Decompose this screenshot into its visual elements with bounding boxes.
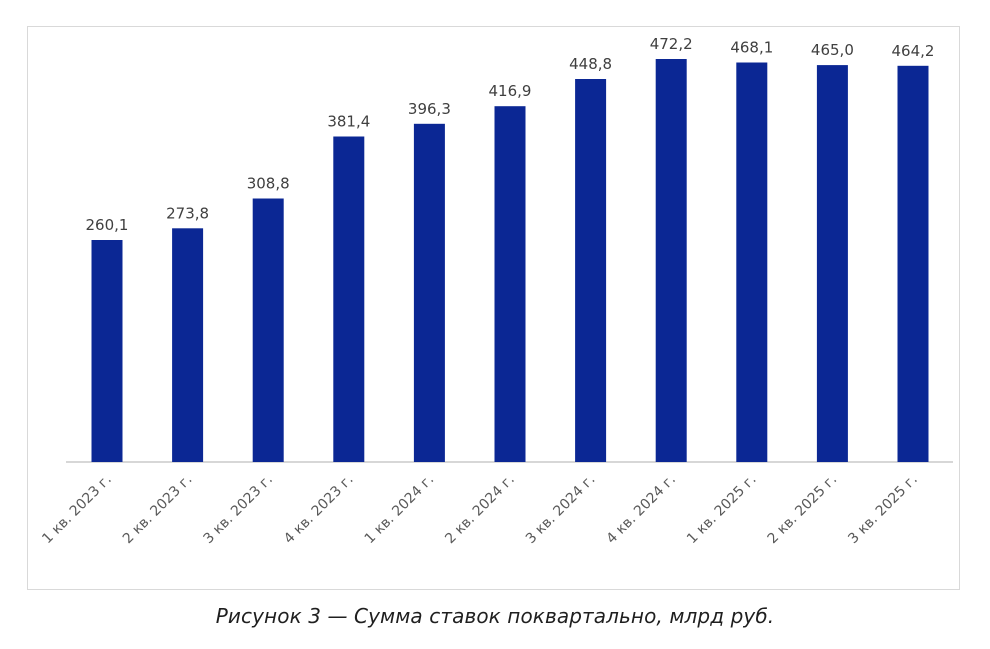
tick-labels-group: 1 кв. 2023 г. 2 кв. 2023 г. 3 кв. 2023 г. 4…: [39, 472, 921, 548]
x-tick-label: 2 кв. 2023 г.: [120, 472, 196, 548]
x-tick-label: 3 кв. 2024 г.: [523, 472, 599, 548]
x-tick-label: 3 кв. 2025 г.: [845, 472, 921, 548]
figure-caption: Рисунок 3 — Сумма ставок поквартально, м…: [215, 604, 775, 628]
bar: [91, 240, 123, 462]
bar: [252, 198, 284, 462]
bar: [736, 62, 768, 462]
bar: [333, 136, 365, 462]
bar-value-label: 472,2: [650, 35, 693, 53]
bar: [494, 106, 526, 462]
bars-group: [91, 59, 929, 463]
x-tick-label: 1 кв. 2024 г.: [362, 472, 438, 548]
bar-value-label: 464,2: [892, 42, 935, 60]
bar: [816, 65, 848, 462]
bar-value-label: 381,4: [327, 113, 370, 131]
x-tick-label: 4 кв. 2023 г.: [281, 472, 357, 548]
chart-frame: 260,1 273,8 308,8 381,4 396,3 416,9 448,8 472,2…: [27, 26, 960, 590]
x-tick-label: 1 кв. 2023 г.: [39, 472, 115, 548]
x-tick-label: 1 кв. 2025 г.: [684, 472, 760, 548]
bar-value-label: 468,1: [730, 39, 773, 57]
x-tick-label: 2 кв. 2025 г.: [765, 472, 841, 548]
bar: [655, 59, 687, 462]
bar-value-label: 273,8: [166, 204, 209, 222]
bar-chart: 260,1 273,8 308,8 381,4 396,3 416,9 448,8 472,2…: [39, 35, 953, 548]
bar-value-label: 396,3: [408, 100, 451, 118]
bar-value-label: 448,8: [569, 55, 612, 73]
x-tick-label: 4 кв. 2024 г.: [603, 472, 679, 548]
bar-value-label: 416,9: [489, 82, 532, 100]
x-tick-label: 2 кв. 2024 г.: [442, 472, 518, 548]
bar: [575, 79, 607, 462]
bar-value-label: 465,0: [811, 41, 854, 59]
value-labels-group: 260,1 273,8 308,8 381,4 396,3 416,9 448,8 472,2…: [86, 35, 935, 234]
bar: [897, 65, 929, 463]
bar-value-label: 308,8: [247, 175, 290, 193]
bar: [172, 228, 204, 462]
x-tick-label: 3 кв. 2023 г.: [200, 472, 276, 548]
bar: [413, 123, 445, 463]
bar-value-label: 260,1: [86, 216, 129, 234]
